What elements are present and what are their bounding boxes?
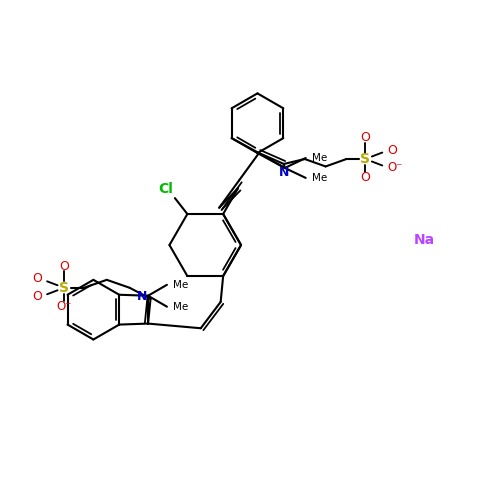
Text: Me: Me xyxy=(312,153,327,163)
Text: Me: Me xyxy=(173,302,188,312)
Text: S: S xyxy=(59,281,69,295)
Text: N: N xyxy=(137,290,147,302)
Text: O: O xyxy=(32,272,42,285)
Text: N: N xyxy=(278,166,289,179)
Text: Me: Me xyxy=(173,280,188,290)
Text: O: O xyxy=(388,144,397,156)
Text: S: S xyxy=(360,152,370,166)
Text: Na: Na xyxy=(414,233,434,247)
Text: O: O xyxy=(59,260,69,273)
Text: O⁻: O⁻ xyxy=(56,300,72,312)
Text: O: O xyxy=(360,171,370,184)
Text: Cl: Cl xyxy=(158,182,174,196)
Text: Me: Me xyxy=(312,173,327,183)
Text: O⁻: O⁻ xyxy=(388,162,403,174)
Text: O: O xyxy=(360,131,370,144)
Text: O: O xyxy=(32,290,42,303)
